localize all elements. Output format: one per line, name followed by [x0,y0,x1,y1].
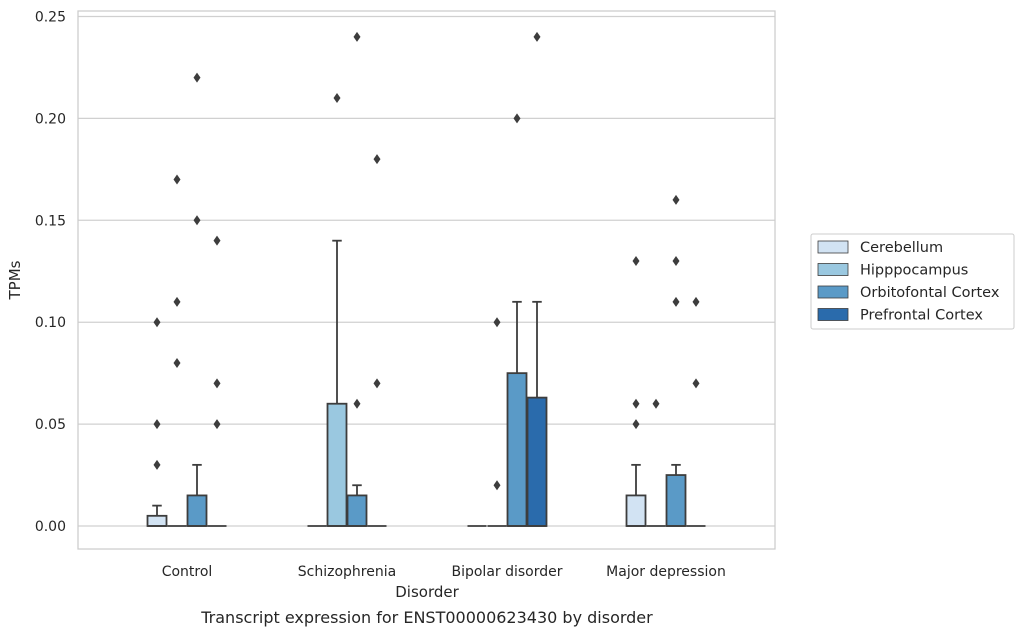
y-tick-label: 0.15 [35,213,66,229]
box [186,72,208,527]
outlier-point [213,378,221,389]
box-body [665,474,687,527]
outlier-point [533,31,541,42]
outlier-point [632,398,640,409]
box [686,296,706,527]
outlier-point [672,256,680,267]
box-body [526,396,548,527]
outlier-point [493,480,501,491]
series-prefrontal-cortex [207,31,706,527]
legend-swatch [817,263,849,276]
outlier-point [353,31,361,42]
outlier-point [672,194,680,205]
x-axis-ticks: Control Schizophrenia Bipolar disorder Majo… [162,564,726,580]
outlier-point [173,296,181,307]
chart-caption: Transcript expression for ENST0000062343… [200,608,653,627]
outlier-point [173,357,181,368]
outlier-point [493,317,501,328]
box-body [346,494,368,527]
outlier-point [153,419,161,430]
box [506,113,528,527]
box [526,31,548,527]
legend-swatch [817,308,849,321]
legend-item: Prefrontal Cortex [817,308,983,324]
outlier-point [353,398,361,409]
series-orbitofontal-cortex [186,31,687,527]
x-axis-label: Disorder [395,583,459,601]
y-tick-label: 0.25 [35,10,66,26]
box [646,398,666,527]
outlier-point [333,93,341,104]
outlier-point [692,296,700,307]
box [167,174,187,527]
box-body [146,514,168,527]
box-body [326,402,348,527]
y-tick-label: 0.10 [35,315,66,331]
legend-label: Prefrontal Cortex [860,308,983,324]
plot-area-frame [77,10,776,550]
box [207,235,227,527]
outlier-point [632,419,640,430]
outlier-point [173,174,181,185]
legend-item: Orbitofontal Cortex [817,285,1000,301]
box-body [506,372,528,527]
box [487,317,507,527]
legend-swatch [817,240,849,254]
outlier-point [213,235,221,246]
y-axis-ticks: 0.00 0.05 0.10 0.15 0.20 0.25 [35,10,66,536]
legend-frame [810,233,1015,330]
x-tick-label: Schizophrenia [298,564,396,580]
x-tick-label: Bipolar disorder [451,564,562,580]
outlier-point [193,215,201,226]
legend-label: Cerebellum [860,240,943,256]
outlier-point [153,317,161,328]
box [625,256,647,527]
box [326,93,348,527]
box-series [146,31,706,527]
outlier-point [513,113,521,124]
series-cerebellum [146,256,647,527]
legend-item: Cerebellum [817,240,943,256]
outlier-point [153,459,161,470]
gridlines [78,15,775,527]
y-tick-label: 0.05 [35,417,66,433]
box-body [625,494,647,527]
box [346,31,368,527]
outlier-point [373,378,381,389]
y-tick-label: 0.00 [35,519,66,535]
x-tick-label: Major depression [606,564,726,580]
legend-label: Hipppocampus [860,263,968,279]
box [146,317,168,527]
series-hipppocampus [167,93,666,527]
box-body [186,494,208,527]
x-tick-label: Control [162,564,213,580]
y-axis-label: TPMs [6,260,24,300]
y-tick-label: 0.20 [35,111,66,127]
outlier-point [373,154,381,165]
outlier-point [672,296,680,307]
outlier-point [652,398,660,409]
legend-item: Hipppocampus [817,263,968,279]
outlier-point [632,256,640,267]
box [665,194,687,527]
outlier-point [692,378,700,389]
outlier-point [213,419,221,430]
box [367,154,387,527]
legend: Cerebellum Hipppocampus Orbitofontal Corte… [810,233,1015,330]
legend-swatch [817,285,849,299]
outlier-point [193,72,201,83]
legend-label: Orbitofontal Cortex [860,285,1000,301]
